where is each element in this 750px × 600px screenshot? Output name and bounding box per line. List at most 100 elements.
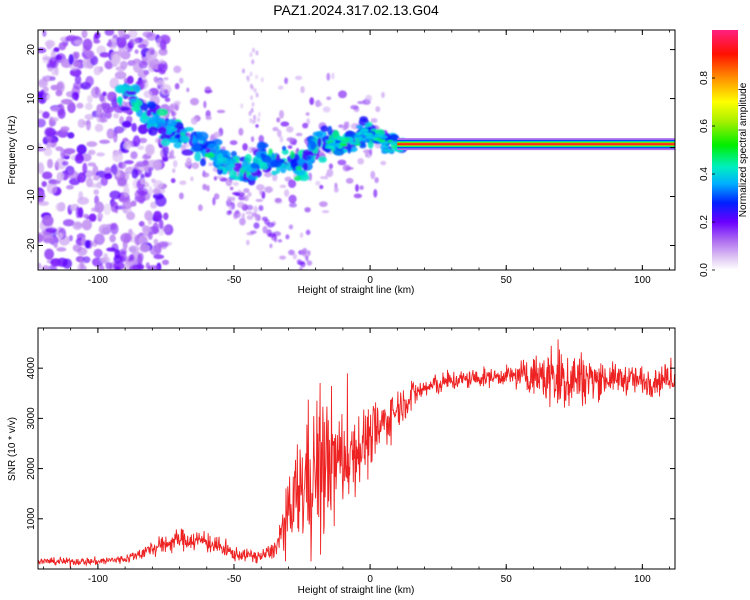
y-tick-label: 3000 <box>26 407 37 430</box>
spectrogram-cell <box>147 217 153 226</box>
spectrogram-cell <box>55 158 67 170</box>
spectrogram-cell <box>73 61 81 68</box>
spectrogram-cell <box>68 54 74 65</box>
spectrogram-cell <box>159 39 167 50</box>
spectrogram-y-axis: -20 -10 0 10 20 <box>26 44 675 253</box>
spectrogram-cell <box>292 140 297 146</box>
spectrogram-cell <box>98 117 108 123</box>
spectrogram-cell <box>345 177 354 184</box>
spectrogram-cell <box>295 132 303 137</box>
spectrogram-cell <box>55 202 65 212</box>
spectrogram-cell <box>126 75 134 85</box>
spectrogram-cell <box>204 89 213 94</box>
spectrogram-cell <box>76 102 84 109</box>
spectrogram-cell <box>229 186 234 191</box>
spectrogram-cell <box>305 229 311 236</box>
spectrogram-cell <box>255 74 259 80</box>
spectrogram-cell <box>281 145 287 151</box>
spectrogram-cell <box>43 86 49 92</box>
spectrogram-cell <box>232 181 239 187</box>
spectrogram-cell <box>226 210 232 216</box>
spectrogram-cell <box>213 193 220 200</box>
spectrogram-cell <box>50 117 59 122</box>
spectrogram-cell <box>146 159 159 169</box>
spectrogram-cell <box>138 221 145 227</box>
spectrogram-cell <box>277 129 282 138</box>
spectrogram-cell <box>251 47 255 53</box>
spectrogram-cell <box>319 176 327 180</box>
spectrogram-cell <box>42 111 50 119</box>
spectrogram-cell <box>114 266 121 270</box>
spectrogram-cell <box>173 65 182 74</box>
spectrogram-cell <box>38 142 42 148</box>
spectrogram-cell <box>82 38 93 51</box>
spectrogram-cell <box>374 177 379 184</box>
spectrogram-cell <box>65 35 78 42</box>
x-tick-label: 100 <box>634 574 651 585</box>
spectrogram-cell <box>290 159 298 169</box>
spectrogram-cell <box>146 109 152 117</box>
colorbar-tick-label: 0.0 <box>699 263 710 277</box>
spectrogram-cell <box>375 106 381 113</box>
spectrogram-cell <box>284 77 288 85</box>
spectrogram-cell <box>263 171 273 178</box>
spectrogram-cell <box>347 144 352 154</box>
spectrogram-cell <box>294 169 306 176</box>
spectrogram-cell <box>42 91 51 101</box>
spectrogram-cell <box>249 71 253 77</box>
spectrogram-cell <box>94 201 105 213</box>
spectrogram-cell <box>147 265 160 270</box>
spectrogram-cell <box>57 108 66 119</box>
spectrogram-cell <box>245 211 253 215</box>
spectrogram-cell <box>128 228 133 235</box>
spectrogram-cell <box>327 125 333 136</box>
spectrogram-cell <box>289 202 297 208</box>
spectrogram-cell <box>208 162 213 167</box>
spectrogram-cell <box>342 164 351 172</box>
spectrogram-cell <box>161 156 169 162</box>
spectrogram-cell <box>157 63 166 70</box>
spectrogram-cell <box>382 148 395 153</box>
spectrogram-cell <box>337 159 347 166</box>
spectrogram-cell <box>111 163 118 176</box>
spectrogram-cell <box>79 257 84 269</box>
spectrogram-cell <box>318 156 327 163</box>
spectrogram-cell <box>250 162 259 169</box>
spectrogram-cell <box>260 77 264 83</box>
spectrogram-cell <box>357 157 365 165</box>
spectrogram-cell <box>60 98 73 105</box>
spectrogram-cell <box>63 148 76 155</box>
spectrogram-cell <box>74 39 83 46</box>
spectrogram-cell <box>150 201 158 209</box>
spectrogram-cell <box>136 187 149 196</box>
spectrogram-cell <box>289 150 295 159</box>
spectrogram-cell <box>248 111 252 117</box>
spectrogram-cell <box>158 48 168 56</box>
x-tick-label: 0 <box>367 275 373 286</box>
spectrogram-cell <box>288 194 297 204</box>
spectrogram-cell <box>82 213 89 219</box>
spectrogram-cell <box>295 165 303 171</box>
spectrogram-cell <box>329 142 336 146</box>
spectrogram-cell <box>241 212 245 219</box>
spectrogram-cell <box>67 132 75 139</box>
spectrogram-cell <box>242 143 248 151</box>
spectrogram-cell <box>321 210 330 214</box>
spectrogram-cell <box>147 47 156 56</box>
spectrogram-cell <box>131 105 140 112</box>
spectrogram-cell <box>250 95 254 101</box>
spectrogram-cell <box>93 39 101 44</box>
spectrogram-cell <box>99 139 111 144</box>
spectrogram-cell <box>47 158 54 169</box>
spectrogram-cell <box>213 176 217 181</box>
spectrogram-cell <box>119 255 125 263</box>
spectrogram-cell <box>117 128 122 133</box>
spectrogram-cell <box>166 119 177 127</box>
spectrogram-cell <box>145 144 155 156</box>
spectrogram-cell <box>75 206 81 219</box>
spectrogram-cell <box>87 162 97 167</box>
spectrogram-cell <box>269 243 273 249</box>
spectrogram-cell <box>212 197 216 206</box>
spectrogram-cell <box>106 247 117 252</box>
spectrogram-cell <box>71 91 80 101</box>
